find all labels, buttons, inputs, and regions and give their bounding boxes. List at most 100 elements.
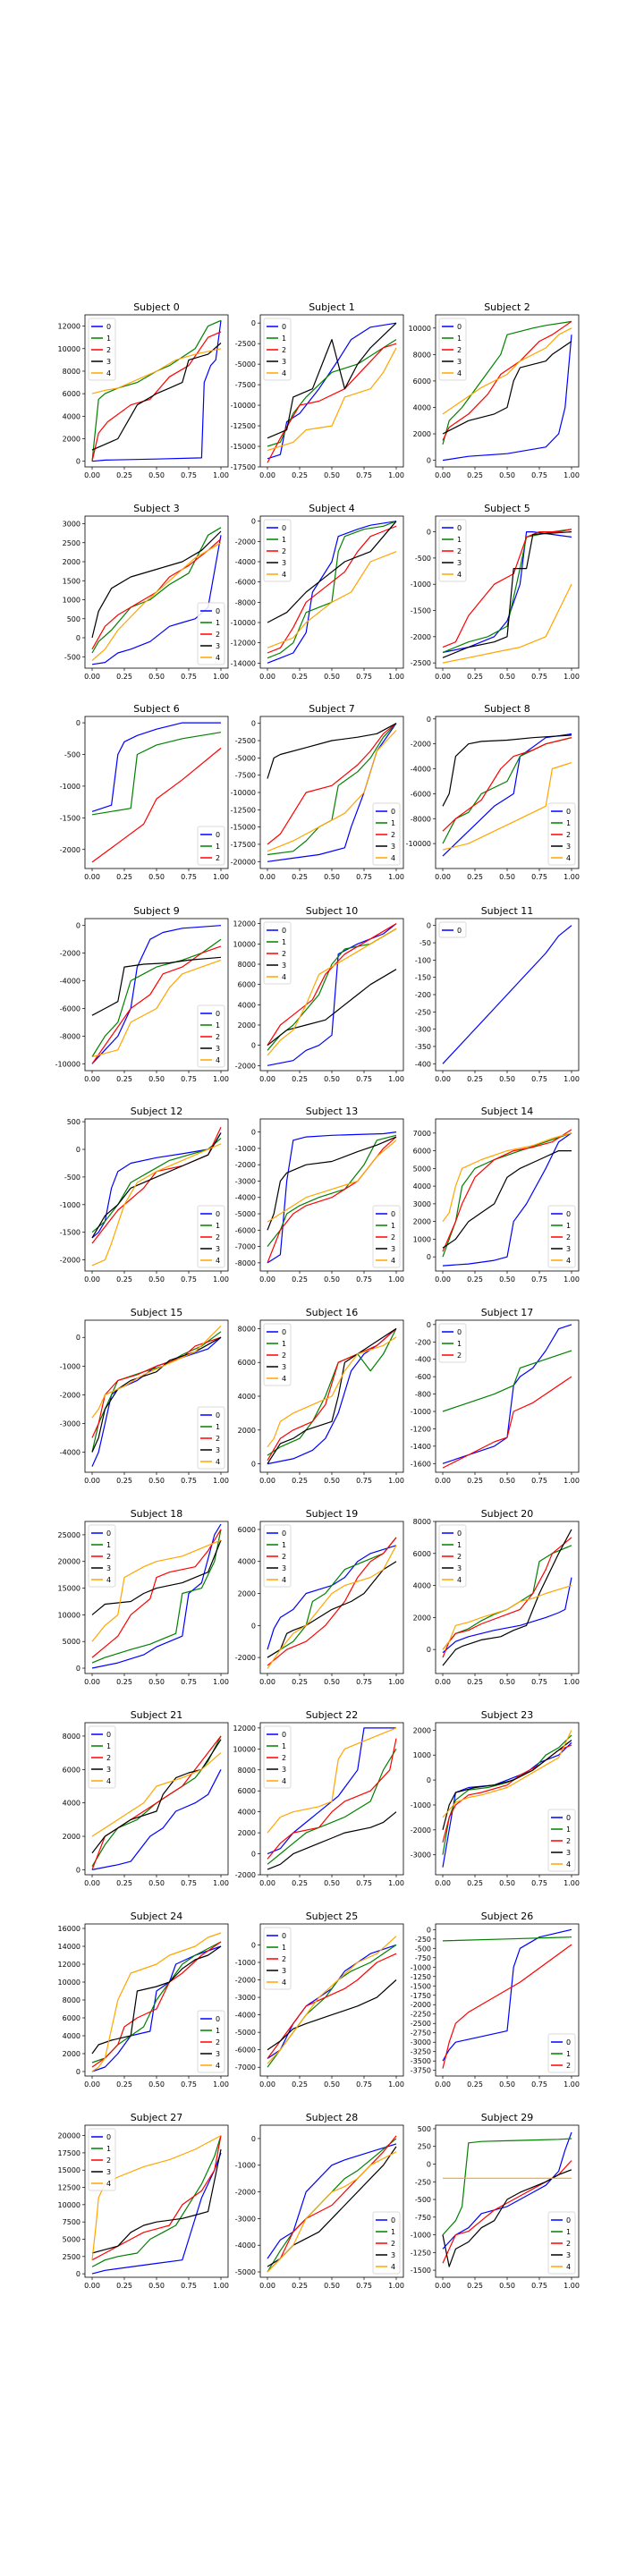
legend-label: 1 — [282, 938, 286, 946]
y-tick-label: -3750 — [411, 2067, 431, 2075]
y-tick-label: 3000 — [63, 521, 80, 529]
legend-label: 1 — [566, 2228, 571, 2236]
legend-label: 1 — [391, 1222, 395, 1230]
y-tick-label: -3000 — [235, 1994, 256, 2002]
y-tick-label: 12000 — [233, 1724, 256, 1733]
series-line-1 — [91, 319, 222, 462]
x-tick-label: 0.75 — [531, 1678, 547, 1686]
y-tick-label: 10000 — [58, 1979, 80, 1987]
y-tick-label: -4000 — [235, 2241, 256, 2250]
y-tick-label: -1000 — [411, 1801, 431, 1809]
legend-label: 3 — [457, 559, 462, 567]
series-line-0 — [442, 733, 572, 857]
legend: 0 1 2 3 4 — [263, 1725, 292, 1789]
y-tick-label: 250 — [418, 2143, 431, 2151]
x-tick-label: 0.25 — [467, 471, 483, 479]
series-line-1 — [267, 521, 397, 659]
y-tick-label: 20000 — [58, 1558, 80, 1566]
series-line-1 — [442, 1350, 572, 1412]
legend-label: 3 — [216, 1045, 220, 1053]
legend: 0 1 2 3 4 — [263, 921, 292, 985]
y-tick-label: -1500 — [411, 607, 431, 615]
legend: 0 1 2 3 4 — [372, 1205, 401, 1268]
y-tick-label: -2000 — [235, 1062, 256, 1070]
series-line-4 — [267, 730, 397, 852]
series-line-0 — [442, 925, 572, 1064]
series-line-4 — [267, 1140, 397, 1223]
legend-label: 3 — [391, 1245, 395, 1253]
legend-label: 0 — [106, 1731, 111, 1739]
x-tick-label: 0.75 — [181, 1678, 197, 1686]
y-tick-label: -10000 — [231, 619, 256, 627]
x-tick-label: 0.00 — [435, 2080, 451, 2089]
legend-label: 1 — [106, 335, 111, 343]
legend-label: 4 — [216, 1257, 220, 1265]
legend-label: 2 — [282, 1754, 286, 1762]
x-tick-label: 0.50 — [148, 1477, 165, 1485]
series-line-3 — [91, 2148, 222, 2254]
y-tick-label: 3000 — [413, 1200, 431, 1208]
series-line-1 — [267, 339, 397, 447]
x-tick-label: 0.75 — [356, 1075, 372, 1083]
subplot-10: Subject 10 0.00 0.25 0.50 0.75 1.00 -2000 0 2000… — [233, 905, 404, 1083]
y-tick-label: -300 — [415, 1026, 431, 1034]
x-tick-label: 0.50 — [148, 673, 165, 681]
legend-label: 1 — [457, 1541, 462, 1549]
y-tick-label: -12000 — [231, 640, 256, 648]
x-tick-label: 0.50 — [499, 1075, 515, 1083]
y-tick-label: -6000 — [235, 1226, 256, 1234]
y-tick-label: -10000 — [231, 789, 256, 797]
series-line-0 — [267, 322, 397, 460]
y-tick-label: -17500 — [231, 841, 256, 849]
x-tick-label: 0.25 — [292, 1275, 308, 1284]
subplot-20: Subject 20 0.00 0.25 0.50 0.75 1.00 0 2000 4000 6… — [413, 1508, 580, 1686]
x-tick-label: 0.75 — [356, 2080, 372, 2089]
subplot-5: Subject 5 0.00 0.25 0.50 0.75 1.00 0 -500 -1000 -… — [411, 503, 580, 681]
legend-label: 1 — [282, 1944, 286, 1952]
legend-label: 1 — [391, 2228, 395, 2236]
legend-label: 0 — [566, 2038, 571, 2046]
x-tick-label: 0.25 — [292, 2282, 308, 2290]
subplot-21: Subject 21 0.00 0.25 0.50 0.75 1.00 0 2000 4000 6… — [63, 1709, 229, 1887]
y-tick-label: -5000 — [235, 1210, 256, 1218]
y-tick-label: 8000 — [413, 1518, 431, 1526]
series-line-1 — [267, 723, 397, 856]
legend: 0 1 2 3 4 — [197, 1406, 225, 1470]
series-line-2 — [442, 1129, 572, 1252]
x-tick-label: 0.25 — [116, 2080, 132, 2089]
y-tick-label: -6000 — [411, 790, 431, 798]
legend-label: 3 — [282, 1363, 286, 1371]
x-tick-label: 1.00 — [213, 2080, 229, 2089]
legend-label: 3 — [216, 642, 220, 650]
x-tick-label: 1.00 — [213, 1075, 229, 1083]
y-tick-label: -4000 — [235, 1194, 256, 1202]
x-tick-label: 0.00 — [435, 1678, 451, 1686]
y-tick-label: 0 — [76, 634, 80, 642]
x-tick-label: 1.00 — [564, 1075, 580, 1083]
y-tick-label: -2000 — [411, 1826, 431, 1835]
series-line-4 — [267, 1336, 397, 1448]
legend-label: 2 — [216, 1033, 220, 1041]
legend-label: 4 — [457, 1576, 462, 1584]
x-tick-label: 0.75 — [356, 673, 372, 681]
x-tick-label: 0.25 — [116, 1879, 132, 1887]
y-tick-label: -3000 — [411, 1852, 431, 1860]
x-tick-label: 0.00 — [435, 1879, 451, 1887]
legend-label: 0 — [216, 2015, 220, 2023]
subplot-title: Subject 15 — [131, 1307, 183, 1318]
series-line-3 — [267, 723, 397, 779]
subplot-1: Subject 1 0.00 0.25 0.50 0.75 1.00 0 -2500 -5000… — [231, 301, 404, 479]
legend-label: 1 — [106, 1742, 111, 1750]
series-line-0 — [442, 335, 572, 462]
subplot-title: Subject 26 — [481, 1911, 534, 1922]
y-tick-label: -2000 — [411, 633, 431, 641]
x-tick-label: 0.00 — [259, 1477, 275, 1485]
series-line-2 — [91, 331, 222, 462]
y-tick-label: -500 — [415, 555, 431, 563]
y-tick-label: -500 — [415, 2196, 431, 2204]
x-tick-label: 0.25 — [292, 471, 308, 479]
legend-label: 3 — [106, 2168, 111, 2176]
x-tick-label: 0.50 — [499, 2282, 515, 2290]
x-tick-label: 1.00 — [564, 2080, 580, 2089]
x-tick-label: 0.50 — [148, 471, 165, 479]
